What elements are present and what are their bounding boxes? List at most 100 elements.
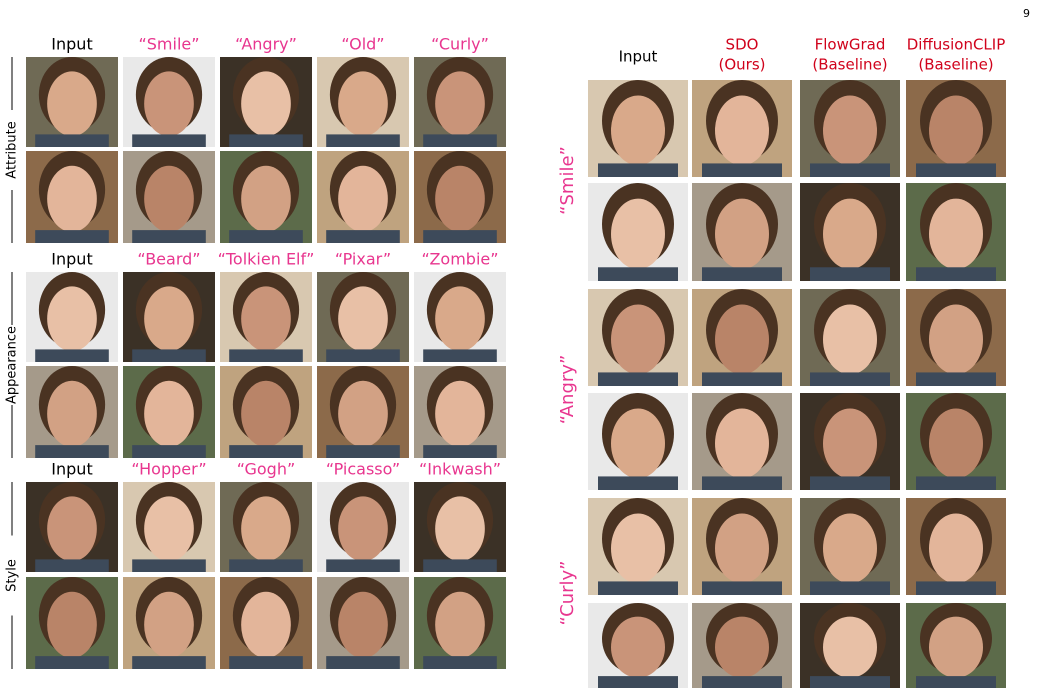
face-skin: [144, 591, 194, 658]
face-skin: [715, 513, 769, 584]
face-shoulders: [35, 230, 109, 243]
face-skin: [47, 286, 97, 352]
face-shoulders: [423, 349, 497, 362]
face-shoulders: [702, 163, 782, 177]
face-shoulders: [598, 163, 678, 177]
prompt-header: “Smile”: [138, 35, 199, 54]
face-skin: [338, 591, 388, 658]
column-header: Input: [51, 460, 92, 479]
face-shoulders: [35, 559, 109, 572]
prompt-header: “Curly”: [431, 35, 489, 54]
face-skin: [435, 591, 485, 658]
face-skin: [823, 198, 877, 270]
face-skin: [338, 71, 388, 137]
face-skin: [338, 165, 388, 232]
prompt-header: “Angry”: [235, 35, 297, 54]
face-shoulders: [810, 163, 890, 177]
prompt-header: “Hopper”: [131, 460, 206, 479]
face-skin: [144, 71, 194, 137]
face-skin: [338, 496, 388, 562]
face-shoulders: [598, 581, 678, 595]
prompt-header: “Beard”: [137, 250, 200, 269]
prompt-header: “Old”: [341, 35, 384, 54]
face-skin: [929, 304, 983, 375]
face-skin: [611, 616, 665, 678]
face-shoulders: [598, 267, 678, 281]
face-skin: [435, 71, 485, 137]
face-shoulders: [229, 445, 303, 458]
face-shoulders: [132, 559, 206, 572]
prompt-header: “Zombie”: [421, 250, 498, 269]
face-skin: [241, 71, 291, 137]
face-shoulders: [326, 349, 400, 362]
face-shoulders: [326, 230, 400, 243]
prompt-header: “Inkwash”: [419, 460, 501, 479]
face-shoulders: [35, 445, 109, 458]
face-skin: [435, 286, 485, 352]
face-shoulders: [132, 230, 206, 243]
face-shoulders: [916, 163, 996, 177]
face-shoulders: [810, 267, 890, 281]
face-shoulders: [598, 476, 678, 490]
face-skin: [241, 380, 291, 447]
face-skin: [241, 496, 291, 562]
face-skin: [823, 408, 877, 479]
face-shoulders: [916, 581, 996, 595]
page-number: 9: [1023, 7, 1030, 20]
column-header: (Baseline): [812, 56, 887, 74]
face-skin: [715, 198, 769, 270]
face-skin: [144, 380, 194, 447]
face-skin: [929, 198, 983, 270]
prompt-header: “Pixar”: [335, 250, 391, 269]
face-shoulders: [702, 372, 782, 386]
face-skin: [241, 165, 291, 232]
face-shoulders: [423, 230, 497, 243]
face-skin: [823, 616, 877, 678]
face-skin: [338, 286, 388, 352]
row-label: “Angry”: [557, 355, 578, 425]
prompt-header: “Gogh”: [237, 460, 296, 479]
face-skin: [929, 408, 983, 479]
face-shoulders: [810, 476, 890, 490]
face-shoulders: [229, 656, 303, 669]
face-shoulders: [326, 559, 400, 572]
face-skin: [611, 95, 665, 166]
face-shoulders: [810, 581, 890, 595]
column-header: Input: [619, 48, 658, 66]
face-shoulders: [598, 676, 678, 688]
column-header: (Baseline): [918, 56, 993, 74]
face-skin: [241, 591, 291, 658]
face-skin: [823, 304, 877, 375]
face-skin: [144, 165, 194, 232]
group-label: Appearance: [5, 326, 20, 404]
row-label: “Smile”: [557, 146, 578, 215]
prompt-header: “Tolkien Elf”: [218, 250, 315, 269]
face-shoulders: [326, 445, 400, 458]
face-skin: [435, 165, 485, 232]
face-skin: [715, 304, 769, 375]
face-shoulders: [810, 676, 890, 688]
column-header: DiffusionCLIP: [907, 36, 1006, 54]
face-shoulders: [35, 349, 109, 362]
prompt-header: “Picasso”: [326, 460, 400, 479]
face-skin: [929, 616, 983, 678]
column-header: (Ours): [719, 56, 766, 74]
face-skin: [823, 95, 877, 166]
face-skin: [47, 591, 97, 658]
face-shoulders: [916, 372, 996, 386]
face-skin: [929, 513, 983, 584]
face-shoulders: [916, 476, 996, 490]
face-shoulders: [702, 676, 782, 688]
face-shoulders: [702, 267, 782, 281]
group-label: Style: [5, 559, 20, 592]
column-header: FlowGrad: [815, 36, 886, 54]
face-shoulders: [423, 445, 497, 458]
group-label: Attribute: [5, 121, 20, 178]
column-header: SDO: [726, 36, 759, 54]
face-shoulders: [229, 230, 303, 243]
face-shoulders: [35, 134, 109, 147]
face-skin: [144, 286, 194, 352]
row-label: “Curly”: [557, 560, 578, 625]
face-skin: [47, 165, 97, 232]
